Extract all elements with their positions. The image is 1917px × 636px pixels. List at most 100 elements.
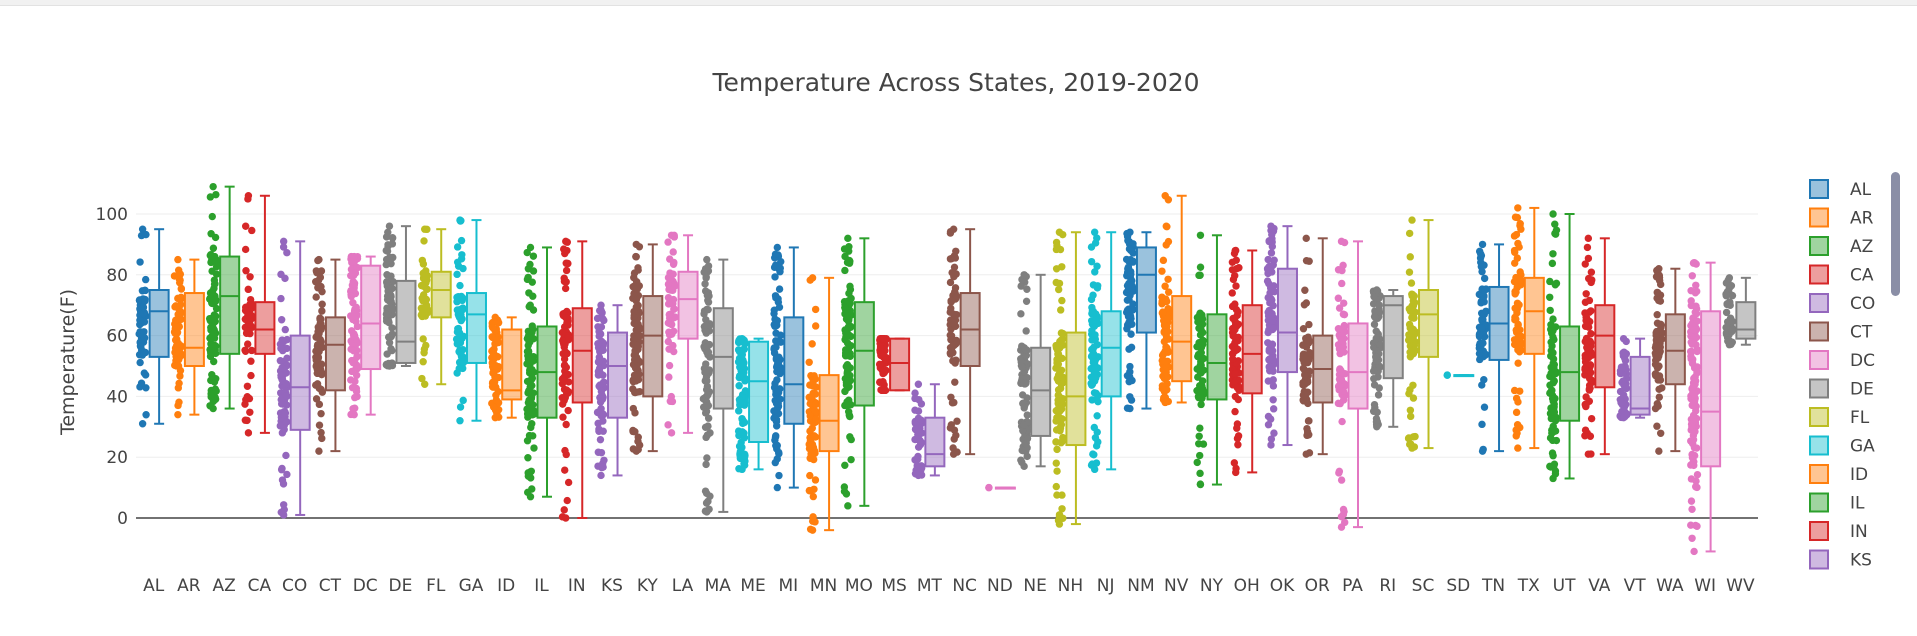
box-mn[interactable] [818,276,840,532]
data-point [667,231,676,239]
data-point [917,400,926,408]
data-point [527,474,535,482]
legend-item-id[interactable]: ID [1809,464,1868,485]
box-me[interactable] [748,337,770,471]
data-point [951,378,959,386]
box-pa[interactable] [1347,240,1369,529]
data-point [1371,313,1380,322]
data-point [1616,387,1625,396]
box-ks[interactable] [607,304,629,477]
iqr-box [1135,246,1157,334]
data-point [1335,375,1344,383]
data-point [281,325,289,334]
data-point [1688,505,1696,513]
box-ut[interactable] [1559,213,1581,480]
box-vt[interactable] [1629,337,1651,419]
box-al[interactable] [148,228,170,425]
legend-scrollbar[interactable] [1891,172,1900,296]
box-nm[interactable] [1135,231,1157,410]
box-ms[interactable] [889,337,911,392]
box-nj[interactable] [1100,231,1122,471]
box-ny[interactable] [1206,234,1228,486]
box-wv[interactable] [1735,276,1757,346]
box-va[interactable] [1594,237,1616,456]
box-ne[interactable] [1030,273,1052,468]
box-tx[interactable] [1523,206,1545,450]
legend-item-ks[interactable]: KS [1809,549,1872,571]
data-point [1406,253,1414,261]
data-point [844,234,852,243]
legend-item-in[interactable]: IN [1809,521,1868,542]
legend-item-fl[interactable]: FL [1809,407,1870,428]
data-point [597,306,605,315]
box-ma[interactable] [712,258,734,513]
data-point [776,331,785,339]
legend-item-ca[interactable]: CA [1809,264,1874,286]
box-ri[interactable] [1382,289,1404,428]
legend-item-il[interactable]: IL [1809,492,1865,514]
legend-swatch [1809,549,1829,570]
box-oh[interactable] [1241,249,1263,474]
window-top-bar [0,0,1917,6]
box-sc[interactable] [1418,219,1440,450]
box-mi[interactable] [783,246,805,489]
box-dc[interactable] [360,255,382,416]
box-mt[interactable] [924,383,946,477]
data-point [632,252,640,261]
box-nc[interactable] [959,228,981,456]
box-tn[interactable] [1488,243,1510,453]
data-point [244,192,253,200]
box-nd[interactable] [994,486,1016,490]
data-point [1478,381,1486,389]
legend[interactable]: AL AR AZ CA CO CT DC DE FL GA ID IL IN KS [1809,179,1875,571]
legend-item-de[interactable]: DE [1809,378,1874,400]
box-fl[interactable] [430,228,452,386]
box-il[interactable] [536,246,558,498]
data-point [1581,322,1590,330]
data-point [1231,317,1239,326]
x-tick-label: RI [1379,576,1396,596]
data-point [563,496,571,505]
iqr-box [1664,313,1686,386]
data-point [1335,382,1343,390]
box-sd[interactable] [1453,374,1475,378]
box-az[interactable] [219,185,241,410]
x-tick-label: SD [1446,576,1470,596]
x-tick-label: IN [568,576,586,596]
box-de[interactable] [395,225,417,367]
legend-item-ga[interactable]: GA [1809,435,1875,457]
box-mo[interactable] [853,237,875,507]
box-or[interactable] [1312,237,1334,456]
box-ar[interactable] [183,258,205,416]
data-point [1334,266,1343,274]
iqr-box [607,331,629,419]
box-wa[interactable] [1664,267,1686,453]
legend-item-al[interactable]: AL [1809,179,1872,200]
data-point [1056,398,1064,406]
box-ct[interactable] [324,258,346,453]
box-nh[interactable] [1065,231,1087,526]
legend-item-dc[interactable]: DC [1809,350,1875,371]
data-point [314,323,322,331]
legend-item-ar[interactable]: AR [1809,207,1874,229]
legend-item-ct[interactable]: CT [1809,321,1873,343]
data-point [1164,348,1172,356]
box-ok[interactable] [1276,225,1298,447]
legend-item-az[interactable]: AZ [1809,236,1873,257]
data-point [704,298,713,306]
box-in[interactable] [571,240,593,519]
x-tick-label: KY [637,576,659,596]
data-point [1193,458,1201,467]
box-id[interactable] [501,316,523,419]
box-wi[interactable] [1700,261,1722,553]
x-tick-label: ME [740,576,765,596]
box-ga[interactable] [465,219,487,422]
box-la[interactable] [677,234,699,434]
box-ca[interactable] [254,194,276,434]
box-ky[interactable] [642,243,664,453]
legend-item-co[interactable]: CO [1809,293,1875,314]
box-nv[interactable] [1171,194,1193,404]
data-point [847,435,855,444]
box-co[interactable] [289,240,311,516]
data-point [664,238,672,246]
